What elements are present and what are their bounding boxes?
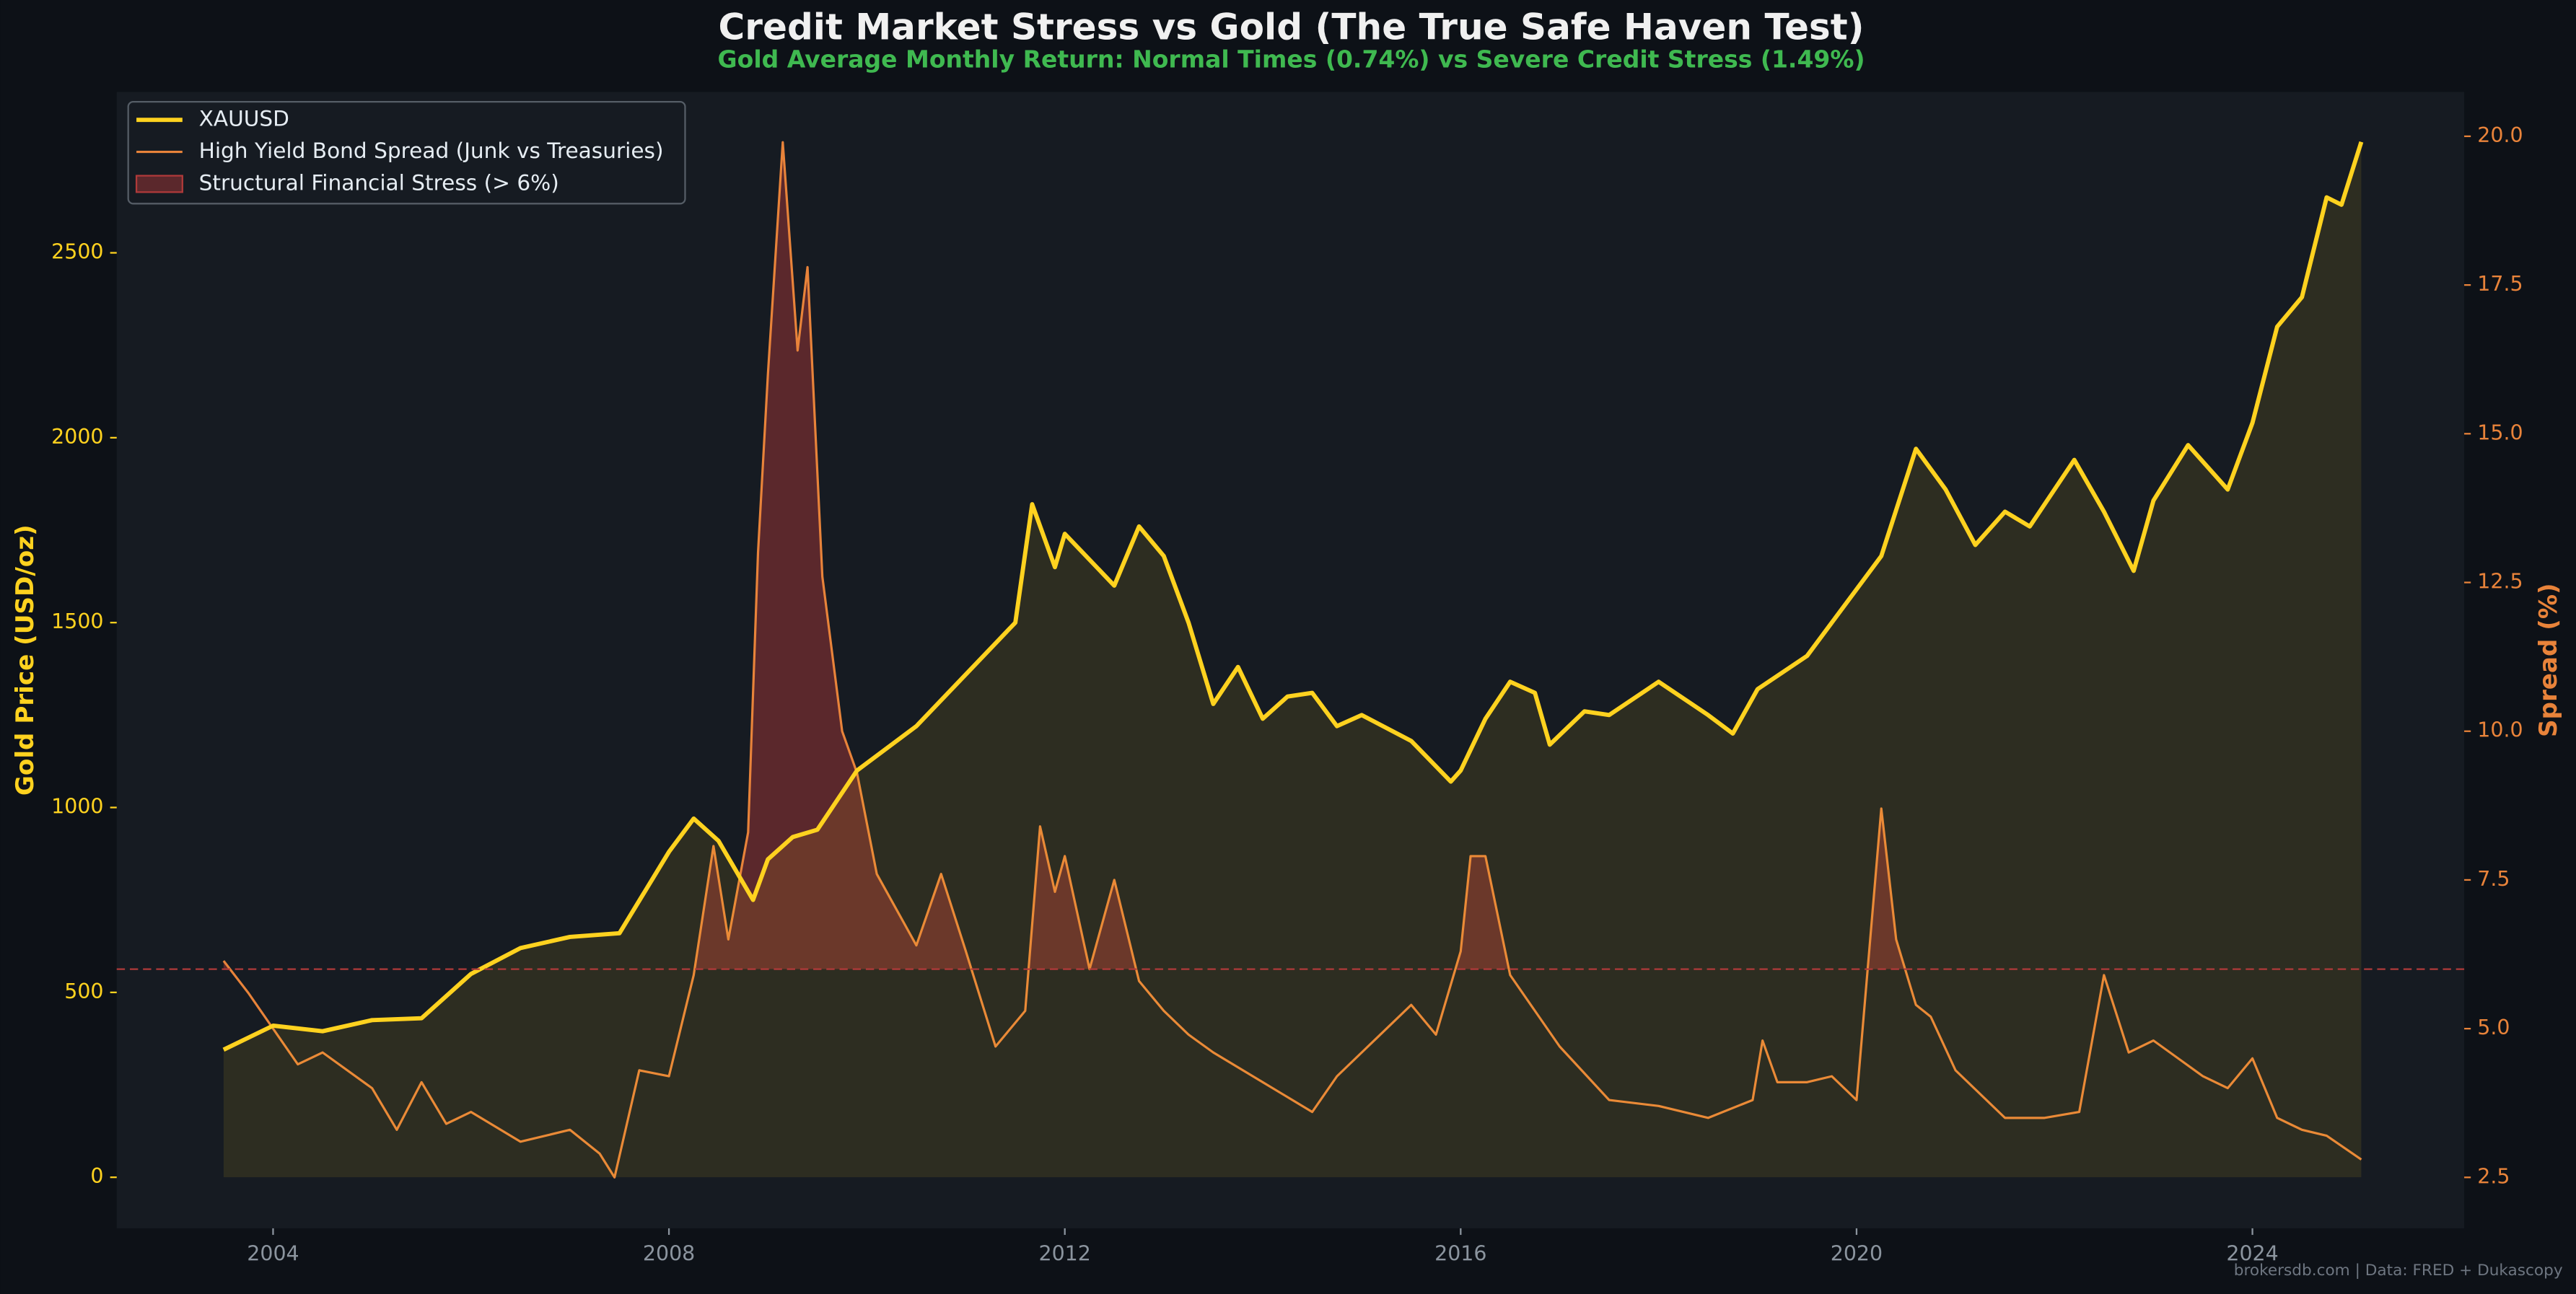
footer-note: brokersdb.com | Data: FRED + Dukascopy — [2234, 1262, 2563, 1280]
gold-area — [223, 141, 2362, 1178]
y2-tick-label: 10.0 — [2477, 718, 2523, 742]
y2-tick-label: 15.0 — [2477, 421, 2523, 444]
chart-title: Credit Market Stress vs Gold (The True S… — [719, 6, 1865, 48]
series-line — [222, 141, 2364, 1052]
y-tick-label: 2000 — [51, 425, 103, 449]
plot-area — [116, 92, 2465, 1228]
y2-axis-label: Spread (%) — [2534, 583, 2563, 737]
y-tick-label: 1500 — [51, 609, 103, 633]
x-tick-label: 2004 — [247, 1241, 299, 1265]
y-tick-label: 500 — [64, 980, 103, 1003]
y2-tick-label: 7.5 — [2477, 867, 2510, 891]
legend-swatch — [135, 175, 183, 193]
y2-tick-label: 20.0 — [2477, 123, 2523, 147]
x-tick-label: 2016 — [1434, 1241, 1486, 1265]
series-line — [222, 141, 2362, 1179]
y-tick-label: 1000 — [51, 795, 103, 819]
y2-tick-label: 12.5 — [2477, 570, 2523, 594]
legend-label: High Yield Bond Spread (Junk vs Treasuri… — [199, 138, 664, 163]
y2-tick-label: 2.5 — [2477, 1164, 2510, 1188]
y-tick-label: 2500 — [51, 240, 103, 264]
legend-box — [127, 101, 686, 205]
x-tick-label: 2008 — [643, 1241, 695, 1265]
x-tick-label: 2024 — [2226, 1241, 2278, 1265]
y2-tick-label: 5.0 — [2477, 1016, 2510, 1039]
y-tick-label: 0 — [90, 1164, 103, 1188]
chart-subtitle: Gold Average Monthly Return: Normal Time… — [718, 45, 1865, 74]
x-tick-label: 2020 — [1831, 1241, 1883, 1265]
y2-tick-label: 17.5 — [2477, 272, 2523, 296]
x-tick-label: 2012 — [1039, 1241, 1091, 1265]
legend-label: Structural Financial Stress (> 6%) — [199, 170, 559, 195]
legend-label: XAUUSD — [199, 107, 289, 131]
y-axis-label: Gold Price (USD/oz) — [11, 524, 40, 796]
